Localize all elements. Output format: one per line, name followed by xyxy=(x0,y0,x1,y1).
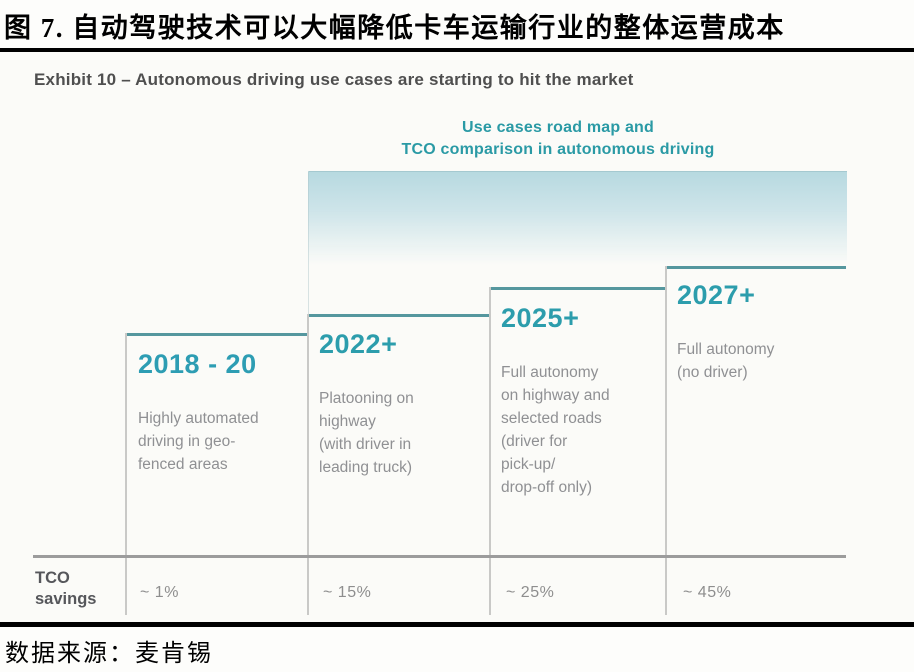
step-line-2018 xyxy=(125,333,309,336)
step-description: Full autonomy on highway and selected ro… xyxy=(501,364,610,496)
step-line-2027 xyxy=(665,266,846,269)
data-source-cn: 数据来源：麦肯锡 xyxy=(5,641,213,667)
step-year-label: 2025+ xyxy=(501,303,580,333)
gradient-band xyxy=(308,171,847,317)
tco-value-2018: ~ 1% xyxy=(140,584,179,601)
step-description: Highly automated driving in geo- fenced … xyxy=(138,410,259,473)
column-divider-2 xyxy=(307,314,309,615)
step-year-label: 2022+ xyxy=(319,329,398,359)
top-divider-rule xyxy=(0,48,914,52)
figure-title-cn: 图 7. 自动驾驶技术可以大幅降低卡车运输行业的整体运营成本 xyxy=(4,13,785,43)
step-description: Platooning on highway (with driver in le… xyxy=(319,390,414,476)
column-divider-3 xyxy=(489,287,491,615)
column-divider-1 xyxy=(125,333,127,615)
roadmap-step-2025: 2025+ Full autonomy on highway and selec… xyxy=(501,303,665,499)
column-divider-4 xyxy=(665,266,667,615)
tco-value-2025: ~ 25% xyxy=(506,584,555,601)
roadmap-step-2018: 2018 - 20 Highly automated driving in ge… xyxy=(138,349,306,476)
exhibit-background xyxy=(0,52,914,622)
tco-row-divider xyxy=(33,555,846,558)
bottom-divider-rule xyxy=(0,622,914,627)
step-line-2022 xyxy=(307,314,491,317)
step-description: Full autonomy (no driver) xyxy=(677,341,775,381)
roadmap-step-2022: 2022+ Platooning on highway (with driver… xyxy=(319,329,487,479)
roadmap-step-2027: 2027+ Full autonomy (no driver) xyxy=(677,280,845,384)
step-year-label: 2027+ xyxy=(677,280,756,310)
tco-value-2022: ~ 15% xyxy=(323,584,372,601)
exhibit-heading: Exhibit 10 – Autonomous driving use case… xyxy=(34,70,634,89)
step-line-2025 xyxy=(489,287,667,290)
step-year-label: 2018 - 20 xyxy=(138,349,257,379)
tco-value-2027: ~ 45% xyxy=(683,584,732,601)
tco-row-label: TCO savings xyxy=(35,569,97,608)
chart-subtitle: Use cases road map and TCO comparison in… xyxy=(401,119,715,158)
